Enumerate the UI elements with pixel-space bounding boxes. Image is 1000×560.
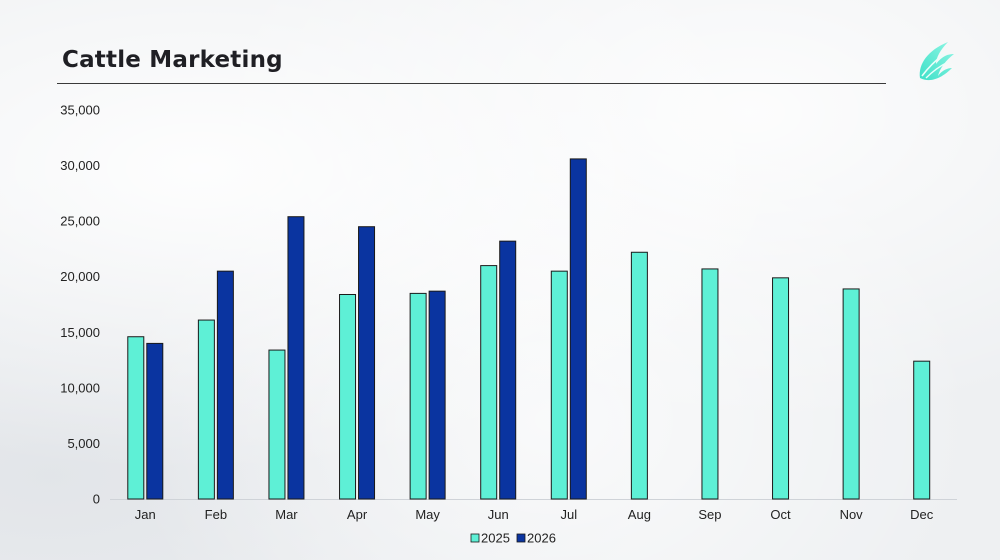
x-tick-label: Aug bbox=[628, 507, 651, 522]
x-tick-label: Apr bbox=[347, 507, 368, 522]
legend: 2025 2026 bbox=[470, 531, 556, 546]
x-tick-label: Oct bbox=[770, 507, 791, 522]
y-tick-label: 25,000 bbox=[60, 214, 100, 229]
y-tick-label: 30,000 bbox=[60, 158, 100, 173]
y-tick-label: 0 bbox=[93, 492, 100, 507]
legend-swatch-2026 bbox=[516, 533, 526, 543]
bar-2026-feb bbox=[216, 270, 234, 500]
x-tick-label: Jan bbox=[135, 507, 156, 522]
x-tick-label: Dec bbox=[910, 507, 934, 522]
y-tick-label: 35,000 bbox=[60, 103, 100, 118]
bar-2026-mar bbox=[287, 216, 305, 500]
bar-2026-jul bbox=[569, 158, 587, 500]
legend-swatch-2025 bbox=[470, 533, 480, 543]
bar-2026-jan bbox=[146, 342, 164, 500]
bar-2025-jun bbox=[480, 265, 498, 500]
title-divider bbox=[57, 83, 886, 84]
bar-2025-jan bbox=[127, 336, 145, 500]
bar-2025-sep bbox=[701, 268, 719, 500]
legend-label-2025: 2025 bbox=[481, 531, 510, 546]
bar-2025-dec bbox=[913, 360, 931, 500]
bar-2025-feb bbox=[197, 319, 215, 500]
legend-label-2026: 2026 bbox=[527, 531, 556, 546]
bars bbox=[127, 158, 931, 500]
bar-2026-jun bbox=[499, 240, 517, 500]
y-tick-label: 5,000 bbox=[67, 436, 100, 451]
x-tick-label: Sep bbox=[698, 507, 721, 522]
y-tick-label: 15,000 bbox=[60, 325, 100, 340]
x-tick-label: Mar bbox=[275, 507, 298, 522]
bar-2025-aug bbox=[630, 251, 648, 500]
x-axis-ticks: Jan Feb Mar Apr May Jun Jul Aug Sep Oct Nov Dec bbox=[135, 507, 934, 522]
x-tick-label: May bbox=[415, 507, 440, 522]
bar-2026-may bbox=[428, 290, 446, 500]
leaf-wave-icon bbox=[919, 42, 954, 81]
y-axis-ticks: 0 5,000 10,000 15,000 20,000 25,000 30,000 35,0… bbox=[60, 103, 100, 507]
bar-2025-oct bbox=[772, 277, 790, 500]
bar-2025-apr bbox=[339, 293, 357, 500]
x-tick-label: Nov bbox=[840, 507, 864, 522]
x-tick-label: Feb bbox=[205, 507, 227, 522]
bar-2026-apr bbox=[358, 226, 376, 500]
y-tick-label: 20,000 bbox=[60, 269, 100, 284]
chart-title: Cattle Marketing bbox=[62, 47, 283, 73]
bar-2025-nov bbox=[842, 288, 860, 500]
x-tick-label: Jun bbox=[488, 507, 509, 522]
bar-2025-may bbox=[409, 292, 427, 500]
y-tick-label: 10,000 bbox=[60, 380, 100, 395]
x-tick-label: Jul bbox=[560, 507, 577, 522]
bar-2025-jul bbox=[550, 270, 568, 500]
bar-2025-mar bbox=[268, 349, 286, 500]
